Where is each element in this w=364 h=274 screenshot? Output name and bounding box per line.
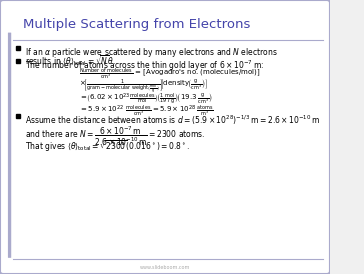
Text: Assume the distance between atoms is $d=(5.9\times10^{28})^{-1/3}\,\mathrm{m}=2.: Assume the distance between atoms is $d=… (25, 114, 320, 127)
Text: Multiple Scattering from Electrons: Multiple Scattering from Electrons (23, 18, 250, 31)
Text: $\times\!\left[\frac{1}{\mathrm{gram-molecular\ weight}\!\left(\frac{\mathrm{mol: $\times\!\left[\frac{1}{\mathrm{gram-mol… (79, 78, 208, 96)
Text: If an $\alpha$ particle were scattered by many electrons and $N$ electrons: If an $\alpha$ particle were scattered b… (25, 46, 278, 59)
FancyBboxPatch shape (0, 0, 330, 274)
Text: results in $\langle\theta\rangle_{\mathrm{total}} = \sqrt{N}\theta$.: results in $\langle\theta\rangle_{\mathr… (25, 53, 115, 68)
Text: $= 5.9\times10^{22}\ \frac{\mathrm{molecules}}{\mathrm{cm}^3} = 5.9\times10^{28}: $= 5.9\times10^{22}\ \frac{\mathrm{molec… (79, 104, 214, 119)
Text: The number of atoms across the thin gold layer of $6\times10^{-7}$ m:: The number of atoms across the thin gold… (25, 58, 264, 73)
Text: $=\!\left(6.02\times10^{23}\frac{\mathrm{molecules}}{\mathrm{mol}}\right)\!\left: $=\!\left(6.02\times10^{23}\frac{\mathrm… (79, 92, 213, 107)
FancyBboxPatch shape (8, 33, 11, 258)
Text: $\frac{\mathrm{Number\ of\ molecules}}{\mathrm{cm}^3}$ = [Avogadro's no. (molecu: $\frac{\mathrm{Number\ of\ molecules}}{\… (79, 67, 261, 82)
Text: and there are $N=\dfrac{6\times10^{-7}\,\mathrm{m}}{2.6\times10^{-10}\,\mathrm{m: and there are $N=\dfrac{6\times10^{-7}\,… (25, 125, 205, 148)
Text: That gives $\langle\theta\rangle_{\mathrm{total}}=\sqrt{2300}(0.016^\circ)=0.8^\: That gives $\langle\theta\rangle_{\mathr… (25, 138, 190, 154)
Text: www.slideboom.com: www.slideboom.com (140, 265, 190, 270)
